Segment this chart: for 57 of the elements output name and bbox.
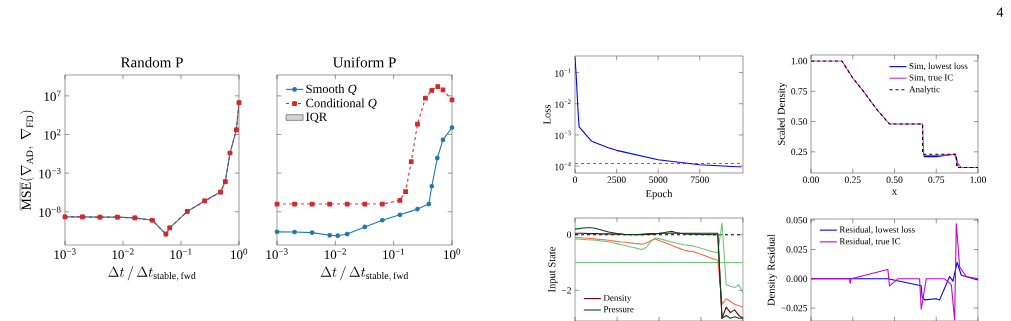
- y-tick-label: 10$^{−8}$: [39, 206, 61, 218]
- x-tick-label: 0.50: [886, 176, 903, 183]
- chart-title: Random P: [120, 56, 183, 68]
- y-tick-label: 10$^{2}$: [44, 129, 61, 140]
- y-tick-label: 0.025: [786, 246, 808, 253]
- legend-label: Residual, lowest loss: [839, 226, 915, 234]
- legend-label: Sim, lowest loss: [909, 62, 968, 71]
- x-axis-title: $\Delta t\,/\,\Delta t_{\mathrm{stable,\,fwd}}$: [320, 265, 409, 281]
- x-axis-title: x: [891, 189, 897, 195]
- x-axis-title: Epoch: [645, 189, 673, 200]
- y-tick-label: 10$^{−4}$: [555, 161, 571, 171]
- x-tick-label: 10$^{0}$: [444, 248, 461, 260]
- y-tick-label: 0.000: [786, 275, 808, 283]
- x-tick-label: 7500: [690, 176, 709, 183]
- x-tick-label: 0: [572, 176, 578, 183]
- y-axis-title: Scaled Density: [777, 82, 787, 145]
- x-tick-label: 5000: [649, 176, 668, 183]
- x-tick-label: 10$^{−3}$: [266, 248, 288, 260]
- x-tick-label: 0.75: [928, 176, 945, 183]
- text: 4: [996, 7, 1004, 17]
- x-tick-label: 10$^{−3}$: [54, 248, 76, 260]
- x-axis-title: $\Delta t\,/\,\Delta t_{\mathrm{stable,\,fwd}}$: [108, 265, 196, 281]
- legend-label: IQR: [306, 112, 328, 123]
- legend-label: Smooth Q: [306, 84, 357, 95]
- y-axis-title: $\overline{\mathrm{MSE}}(\nabla_{\mathrm{AD}},\ \nabla_{\mathrm{FD}})$: [20, 110, 35, 211]
- legend-label: Conditional Q: [306, 98, 377, 110]
- x-tick-label: 10$^{−2}$: [112, 248, 134, 260]
- y-tick-label: 10$^{−2}$: [555, 99, 571, 108]
- x-tick-label: 10$^{0}$: [231, 248, 248, 260]
- y-tick-label: 10$^{−3}$: [555, 130, 571, 140]
- y-axis-title: Density Residual: [767, 234, 777, 306]
- legend-label: Density: [603, 294, 632, 303]
- y-axis-title: Loss: [543, 104, 551, 125]
- x-tick-label: 2500: [607, 176, 626, 183]
- x-tick-label: 10$^{−2}$: [324, 248, 346, 260]
- x-tick-label: 10$^{−1}$: [383, 248, 405, 260]
- y-tick-label: 0.75: [791, 88, 808, 95]
- y-tick-label: 10$^{−1}$: [555, 68, 571, 77]
- legend-label: Pressure: [603, 306, 634, 313]
- x-tick-label: 10$^{−1}$: [170, 248, 192, 260]
- y-tick-label: 0: [567, 231, 572, 238]
- y-axis-title: Input State: [548, 246, 558, 293]
- line-series: [811, 223, 979, 321]
- legend-label: Sim, true IC: [909, 74, 953, 82]
- x-tick-label: 0.00: [803, 176, 819, 183]
- y-tick-label: 0.50: [791, 118, 808, 125]
- x-tick-label: 1.00: [970, 176, 986, 183]
- y-tick-label: 0.25: [791, 148, 808, 156]
- y-tick-label: 10$^{7}$: [44, 90, 61, 102]
- x-tick-label: 0.25: [844, 176, 861, 183]
- y-tick-label: −0.025: [781, 304, 808, 312]
- chart-title: Uniform P: [332, 56, 396, 68]
- y-tick-label: −2: [561, 287, 571, 294]
- y-tick-label: 1.00: [791, 57, 808, 65]
- y-tick-label: 0.050: [786, 216, 808, 224]
- legend-label: Analytic: [909, 85, 940, 95]
- legend-label: Residual, true IC: [839, 238, 901, 246]
